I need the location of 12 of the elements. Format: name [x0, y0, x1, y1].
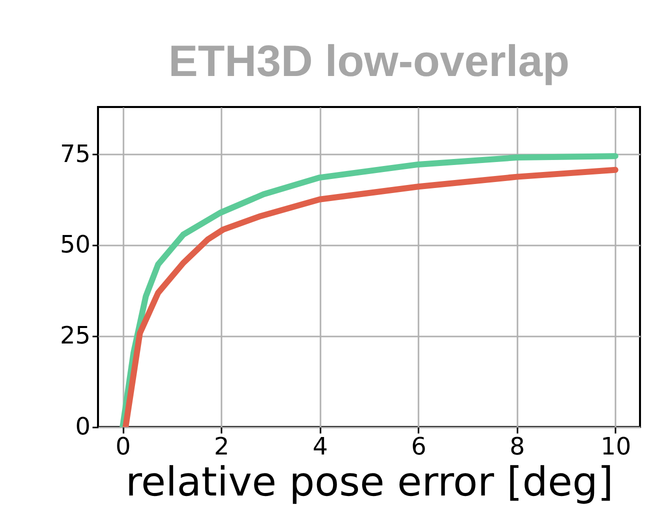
- chart-title: ETH3D low-overlap: [168, 37, 570, 86]
- y-tick-label: 50: [60, 230, 90, 259]
- x-axis-title: relative pose error [deg]: [126, 460, 614, 506]
- x-tick-label: 8: [510, 432, 525, 460]
- y-tick-label: 75: [60, 140, 90, 168]
- y-tick-label: 25: [60, 322, 90, 350]
- x-tick-label: 10: [600, 432, 632, 460]
- x-tick-label: 0: [115, 432, 131, 460]
- y-tick-label: 0: [75, 412, 90, 440]
- x-tick-label: 4: [312, 432, 328, 460]
- x-tick-label: 2: [214, 432, 230, 460]
- x-tick-label: 6: [411, 432, 426, 460]
